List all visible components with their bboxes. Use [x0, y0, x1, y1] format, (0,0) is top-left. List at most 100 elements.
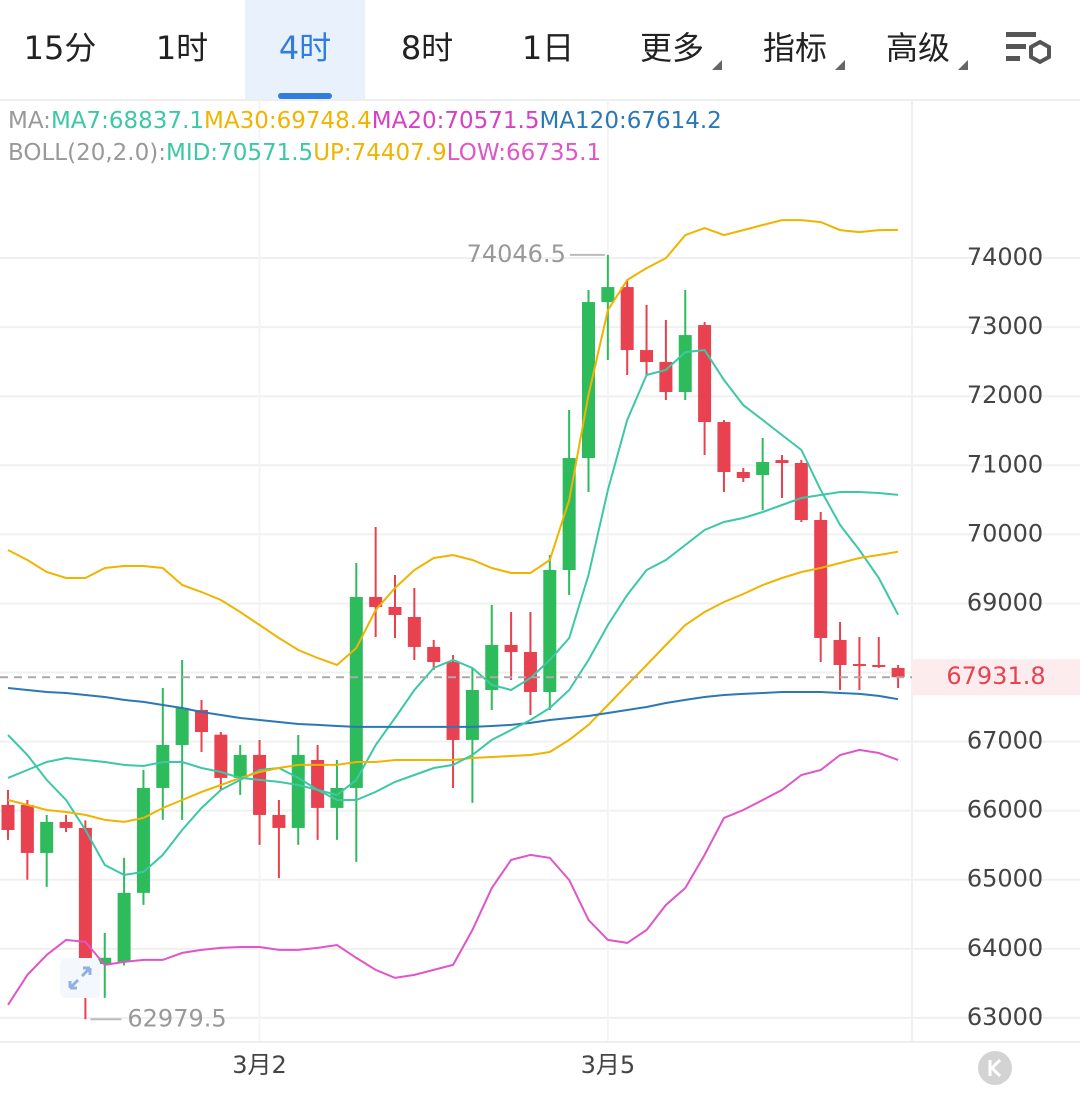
legend-value: 67614.2	[627, 108, 722, 134]
y-tick-label: 74000	[967, 243, 1043, 271]
tab[interactable]: 8时	[401, 29, 453, 67]
candle-body	[446, 662, 460, 740]
high-label: 74046.5	[467, 240, 566, 268]
icon-arrows	[68, 966, 92, 990]
last-price-label: 67931.8	[946, 662, 1045, 690]
legend-value: 66735.1	[506, 140, 601, 166]
legend-name: MA30:	[204, 108, 277, 134]
candle-body	[582, 302, 595, 459]
candle-body	[852, 664, 866, 667]
tab-selected-bg	[245, 0, 365, 100]
legend-value: 74407.9	[352, 140, 447, 166]
y-tick-label: 69000	[967, 588, 1043, 616]
legend-name: MA7:	[51, 108, 109, 134]
scroll-end-button[interactable]	[978, 1051, 1012, 1085]
candle-body	[291, 754, 305, 828]
y-tick-label: 71000	[967, 450, 1043, 478]
candle-body	[59, 821, 73, 828]
y-tick-label: 65000	[967, 865, 1043, 893]
y-tick-label: 72000	[967, 381, 1043, 409]
candle-body	[427, 646, 441, 663]
indicator-line	[7, 349, 899, 876]
dropdown-arrow	[958, 60, 968, 70]
candle-body	[195, 709, 208, 732]
candle-body	[98, 957, 112, 965]
candle-body	[717, 422, 731, 472]
icon-bar	[1006, 56, 1020, 61]
low-label: 62979.5	[127, 1004, 226, 1032]
legend-value: 69748.4	[277, 108, 372, 134]
x-tick-label: 3月2	[232, 1051, 287, 1079]
tab[interactable]: 高级	[886, 29, 950, 67]
candle-body	[465, 689, 479, 740]
candle-body	[78, 827, 92, 962]
legend-group-label: BOLL(20,2.0):	[8, 140, 166, 166]
icon-hex	[1029, 39, 1051, 65]
icon-bar	[1006, 32, 1036, 37]
tab-indicator	[278, 93, 332, 99]
y-tick-label: 67000	[967, 727, 1043, 755]
legend-group-label: MA:	[8, 108, 51, 134]
candle-body	[349, 597, 363, 788]
candle-body	[156, 744, 170, 788]
candle-body	[369, 597, 383, 607]
candle-body	[794, 463, 808, 520]
candle-body	[775, 460, 789, 464]
legend-name: LOW:	[447, 140, 506, 166]
y-tick-label: 70000	[967, 519, 1043, 547]
candle-body	[253, 754, 267, 815]
button-glyph	[988, 1058, 1002, 1078]
tab[interactable]: 1日	[522, 29, 574, 67]
legend-name: MID:	[166, 140, 218, 166]
candle-body	[736, 471, 750, 478]
candle-body	[659, 362, 673, 392]
candle-body	[407, 616, 421, 647]
y-tick-label: 63000	[967, 1003, 1043, 1031]
candle-body	[543, 570, 557, 692]
candle-body	[40, 821, 54, 853]
tab[interactable]: 4时	[279, 29, 331, 67]
tab[interactable]: 指标	[763, 29, 827, 67]
last-price-bg	[912, 659, 1080, 696]
candle-body	[136, 787, 150, 893]
candle-body	[640, 350, 654, 363]
indicator-line	[7, 219, 899, 667]
candle-body	[485, 644, 499, 690]
candle-body	[233, 754, 247, 778]
candle-body	[678, 335, 692, 392]
tab[interactable]: 更多	[640, 29, 704, 67]
y-tick-label: 73000	[967, 312, 1043, 340]
tab[interactable]: 15分	[24, 29, 97, 67]
candle-body	[891, 667, 905, 678]
icon-bar	[1006, 44, 1026, 49]
candle-body	[20, 804, 34, 853]
tab[interactable]: 1时	[156, 29, 208, 67]
dropdown-arrow	[712, 60, 722, 70]
indicator-line	[7, 687, 899, 728]
indicator-legend: BOLL(20,2.0):MID:70571.5UP:74407.9LOW:66…	[8, 140, 601, 166]
dropdown-arrow	[835, 60, 845, 70]
settings-icon[interactable]	[1006, 32, 1051, 65]
indicator-line	[7, 748, 899, 1006]
y-tick-label: 66000	[967, 796, 1043, 824]
candle-body	[272, 814, 286, 828]
candle-body	[523, 651, 537, 692]
y-tick-label: 64000	[967, 934, 1043, 962]
plot-area: 6300064000650006600067000680006900070000…	[0, 100, 1080, 1079]
candle-body	[814, 519, 828, 638]
x-tick-label: 3月5	[581, 1051, 636, 1079]
candle-body	[620, 287, 634, 351]
zoom-icon[interactable]	[60, 958, 100, 998]
candle-body	[175, 707, 189, 745]
candle-body	[1, 804, 15, 831]
legend-name: MA120:	[539, 108, 626, 134]
indicator-line	[7, 550, 899, 823]
candle-body	[504, 644, 518, 652]
legend-name: UP:	[313, 140, 351, 166]
indicator-line	[7, 491, 899, 801]
legend-value: 68837.1	[109, 108, 204, 134]
candle-body	[117, 892, 131, 962]
